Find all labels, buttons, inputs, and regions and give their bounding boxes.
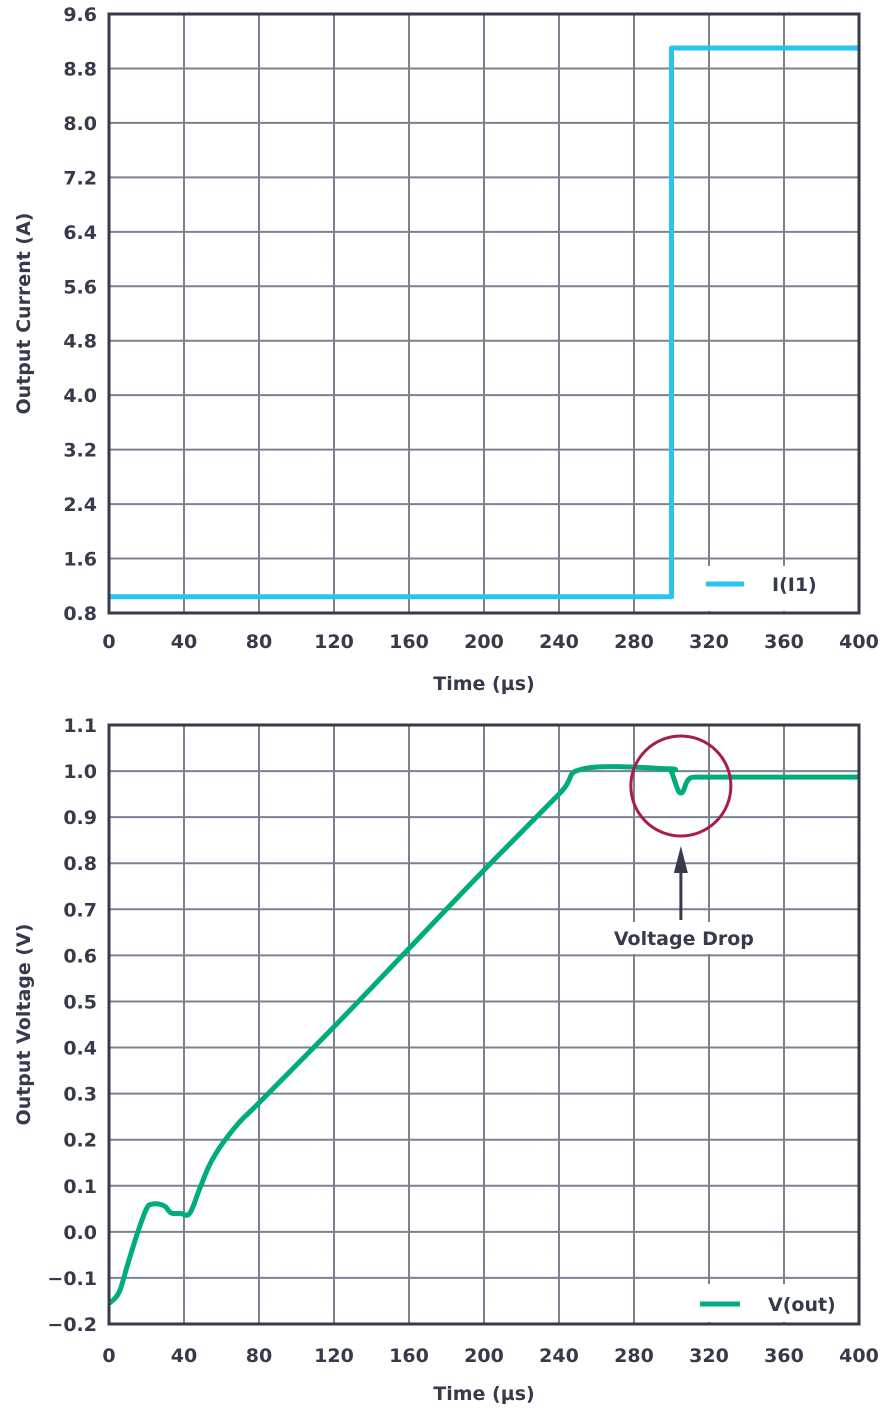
x-tick-label: 40 (171, 1345, 197, 1367)
y-tick-label: 0.8 (63, 853, 97, 875)
y-tick-label: 4.8 (63, 331, 97, 353)
x-tick-label: 400 (839, 631, 879, 653)
x-tick-label: 160 (389, 631, 429, 653)
y-tick-label: 5.6 (63, 276, 97, 298)
current-plot-series (109, 45, 859, 600)
x-tick-label: 360 (764, 1345, 804, 1367)
current-plot-frame (107, 12, 861, 615)
y-tick-label: 0.6 (63, 945, 97, 967)
voltage-plot-x-label: Time (µs) (433, 1383, 534, 1405)
y-tick-label: 9.6 (63, 4, 97, 26)
legend-label: I(I1) (772, 574, 817, 596)
x-tick-label: 320 (689, 1345, 729, 1367)
current-plot-y-ticks: 0.8 1.6 2.4 3.2 4.0 4.8 5.6 6.4 7.2 8.0 8.8 9.6 (63, 4, 97, 625)
x-tick-label: 280 (614, 631, 654, 653)
highlight-circle (629, 734, 733, 838)
x-tick-label: 160 (389, 1345, 429, 1367)
x-tick-label: 320 (689, 631, 729, 653)
voltage-plot-legend: V(out) (686, 1284, 857, 1322)
x-tick-label: 240 (539, 1345, 579, 1367)
voltage-plot-y-label: Output Voltage (V) (13, 924, 35, 1126)
voltage-plot: Voltage Drop V(out) −0.2 −0.1 0.0 0.1 0.2 0.3… (13, 715, 879, 1405)
y-tick-label: 3.2 (63, 440, 97, 462)
y-tick-label: 0.2 (63, 1130, 97, 1152)
x-tick-label: 200 (464, 631, 504, 653)
voltage-drop-annotation: Voltage Drop (614, 734, 754, 950)
x-tick-label: 80 (246, 1345, 272, 1367)
y-tick-label: 8.0 (63, 113, 97, 135)
current-plot-x-ticks: 0 40 80 120 160 200 240 280 320 360 400 (102, 631, 878, 653)
y-tick-label: 6.4 (63, 222, 97, 244)
x-tick-label: 0 (102, 631, 115, 653)
x-tick-label: 360 (764, 631, 804, 653)
y-tick-label: 1.0 (63, 761, 97, 783)
y-tick-label: 2.4 (63, 494, 97, 516)
series-line-i-i1- (109, 45, 859, 600)
y-tick-label: 0.4 (63, 1038, 97, 1060)
series-line-v-out- (107, 764, 859, 1306)
voltage-plot-series (107, 764, 859, 1306)
current-plot-grid (109, 14, 859, 613)
current-plot-legend: I(I1) (690, 566, 857, 611)
y-tick-label: 0.0 (63, 1222, 97, 1244)
y-tick-label: 0.7 (63, 899, 97, 921)
y-tick-label: 8.8 (63, 58, 97, 80)
voltage-plot-frame (107, 723, 861, 1326)
y-tick-label: −0.2 (47, 1314, 97, 1336)
legend-label: V(out) (768, 1294, 836, 1316)
x-tick-label: 120 (314, 1345, 354, 1367)
y-tick-label: 0.8 (63, 603, 97, 625)
y-tick-label: 1.1 (63, 715, 97, 737)
y-tick-label: −0.1 (47, 1268, 97, 1290)
y-tick-label: 1.6 (63, 549, 97, 571)
voltage-drop-label-bg (606, 922, 758, 954)
y-tick-label: 0.9 (63, 807, 97, 829)
current-plot-x-label: Time (µs) (433, 673, 534, 695)
y-tick-label: 0.1 (63, 1176, 97, 1198)
y-tick-label: 0.5 (63, 991, 97, 1013)
voltage-plot-grid (109, 725, 859, 1324)
voltage-drop-label: Voltage Drop (614, 928, 754, 950)
voltage-plot-x-ticks: 0 40 80 120 160 200 240 280 320 360 400 (102, 1345, 878, 1367)
y-tick-label: 0.3 (63, 1084, 97, 1106)
y-tick-label: 4.0 (63, 385, 97, 407)
current-plot-y-label: Output Current (A) (13, 213, 35, 415)
x-tick-label: 40 (171, 631, 197, 653)
current-plot: I(I1) 0.8 1.6 2.4 3.2 4.0 4.8 5.6 6.4 7.2 8.0 8.8 9… (13, 4, 879, 695)
x-tick-label: 80 (246, 631, 272, 653)
voltage-plot-y-ticks: −0.2 −0.1 0.0 0.1 0.2 0.3 0.4 0.5 0.6 0.7 0.8 0.9 1.… (47, 715, 97, 1336)
x-tick-label: 240 (539, 631, 579, 653)
x-tick-label: 120 (314, 631, 354, 653)
x-tick-label: 200 (464, 1345, 504, 1367)
x-tick-label: 280 (614, 1345, 654, 1367)
arrow-up-icon (673, 846, 688, 873)
x-tick-label: 400 (839, 1345, 879, 1367)
x-tick-label: 0 (102, 1345, 115, 1367)
y-tick-label: 7.2 (63, 167, 97, 189)
